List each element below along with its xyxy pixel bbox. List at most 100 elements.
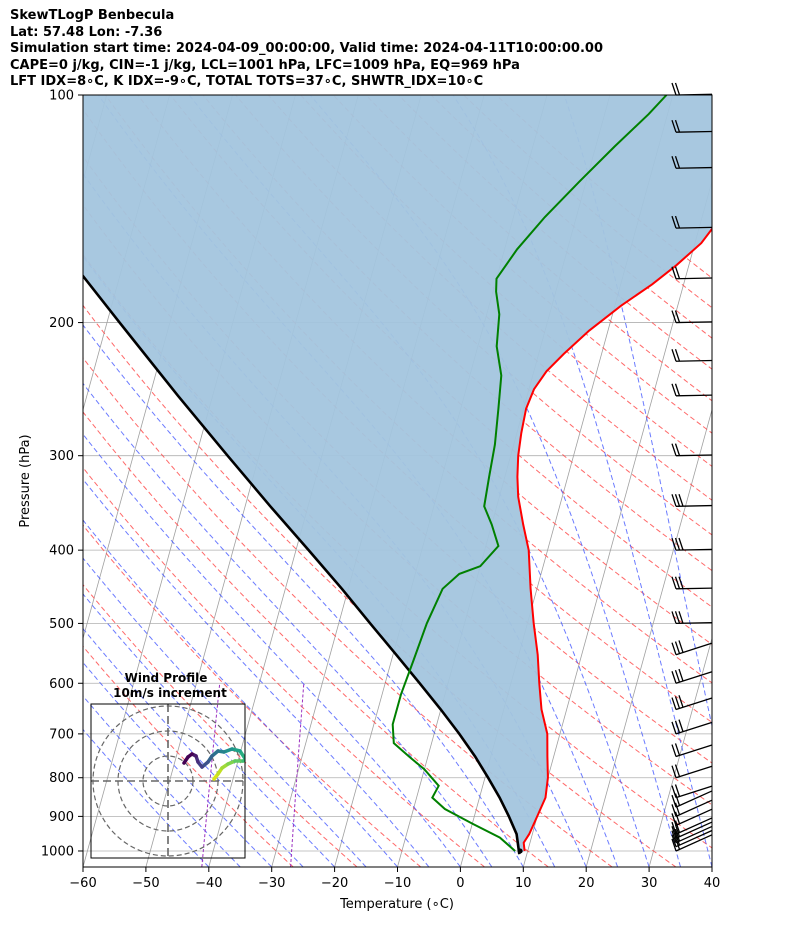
barb-staff <box>675 587 713 590</box>
barb-staff <box>675 359 713 362</box>
isotherm-line <box>775 95 794 867</box>
stability-indices: LFT IDX=8∘C, K IDX=-9∘C, TOTAL TOTS=37∘C… <box>10 74 484 89</box>
wind-barb <box>671 119 713 133</box>
barb-feather <box>671 794 677 808</box>
moist-adiabat <box>452 95 712 867</box>
moist-adiabat <box>83 478 430 867</box>
wind-barb <box>671 155 713 169</box>
barb-feather <box>671 642 677 655</box>
x-tick-label: 30 <box>641 876 658 891</box>
barb-feather <box>678 719 684 732</box>
chart-title-block: SkewTLogP Benbecula Lat: 57.48 Lon: -7.3… <box>10 8 603 91</box>
barb-feather <box>674 611 681 624</box>
instability-indices: CAPE=0 j/kg, CIN=-1 j/kg, LCL=1001 hPa, … <box>10 57 520 73</box>
wind-barb <box>671 215 713 229</box>
hodograph-segment <box>182 755 190 765</box>
barb-feather <box>671 383 677 397</box>
x-tick-label: −60 <box>69 876 96 891</box>
barb-feather <box>671 671 677 684</box>
y-tick-label: 400 <box>49 544 74 559</box>
barb-feather <box>674 348 681 362</box>
simulation-times: Simulation start time: 2024-04-09_00:00:… <box>10 41 603 56</box>
wind-barb <box>671 784 713 799</box>
y-tick-label: 800 <box>49 771 74 786</box>
moist-adiabat <box>83 324 524 867</box>
y-axis: 100 200 300 400 500 600 700 800 900 1000 <box>41 89 83 859</box>
barb-feather <box>674 793 681 806</box>
dry-adiabat <box>300 95 712 467</box>
barb-feather <box>678 640 684 653</box>
barb-staff <box>675 785 713 799</box>
station-title: SkewTLogP Benbecula <box>10 8 175 23</box>
barb-feather <box>678 576 684 589</box>
barb-feather <box>674 811 681 825</box>
y-tick-label: 200 <box>49 316 74 331</box>
barb-feather <box>674 837 681 850</box>
inset-title: Wind Profile <box>125 671 208 685</box>
barb-feather <box>674 820 681 833</box>
barb-feather <box>674 696 681 709</box>
barb-feather <box>674 443 681 456</box>
barb-feather <box>671 537 677 551</box>
moist-adiabat <box>83 728 210 867</box>
wind-barb <box>671 640 713 656</box>
barb-staff <box>675 799 713 817</box>
barb-feather <box>671 721 677 735</box>
barb-staff <box>675 622 713 625</box>
barb-feather <box>671 310 677 323</box>
barb-staff <box>675 642 713 656</box>
temperature-profile-line <box>516 227 712 852</box>
barb-staff <box>675 671 713 684</box>
barb-feather <box>671 611 677 624</box>
barb-feather <box>671 765 677 778</box>
barb-feather <box>674 720 681 733</box>
barb-feather <box>671 156 677 169</box>
barb-feather <box>671 349 677 362</box>
profile-lines <box>83 95 712 855</box>
dry-adiabat <box>83 524 422 867</box>
barb-feather <box>674 155 681 169</box>
barb-feather <box>671 821 677 835</box>
wind-barbs <box>671 82 713 852</box>
barb-feather <box>671 744 677 757</box>
barb-feather <box>671 830 677 843</box>
wind-barb <box>671 310 713 324</box>
x-tick-label: 0 <box>456 876 464 891</box>
barb-feather <box>674 832 681 846</box>
wind-barb <box>671 799 713 817</box>
wind-barb <box>671 493 713 507</box>
moist-adiabat <box>563 95 712 729</box>
moist-adiabat <box>97 95 619 867</box>
mixing-ratio-line <box>290 683 305 867</box>
x-tick-label: −20 <box>321 876 348 891</box>
barb-staff <box>675 821 713 839</box>
barb-feather <box>671 494 677 507</box>
x-tick-label: −50 <box>132 876 159 891</box>
x-tick-label: −10 <box>384 876 411 891</box>
barb-feather <box>671 838 677 852</box>
barb-feather <box>678 668 684 682</box>
barb-staff <box>675 808 713 826</box>
barb-staff <box>675 548 713 551</box>
barb-feather <box>674 82 681 96</box>
x-tick-label: 40 <box>704 876 721 891</box>
barb-feather <box>671 266 677 279</box>
dry-adiabat <box>83 645 294 867</box>
y-axis-label: Pressure (hPa) <box>18 434 33 527</box>
barb-staff <box>675 130 713 133</box>
wind-barb <box>671 719 713 735</box>
barb-staff <box>675 277 713 280</box>
isotherm-line <box>585 408 712 867</box>
barb-feather <box>671 826 677 839</box>
barb-feather <box>674 669 681 683</box>
x-axis-label: Temperature (∘C) <box>339 897 454 912</box>
barb-feather <box>674 743 681 756</box>
barb-feather <box>671 813 677 826</box>
barb-staff <box>675 817 713 835</box>
barb-feather <box>674 764 681 777</box>
moist-adiabat <box>83 627 304 867</box>
barb-staff <box>675 829 713 848</box>
barb-feather <box>671 82 677 96</box>
hodograph-segment <box>238 749 245 762</box>
